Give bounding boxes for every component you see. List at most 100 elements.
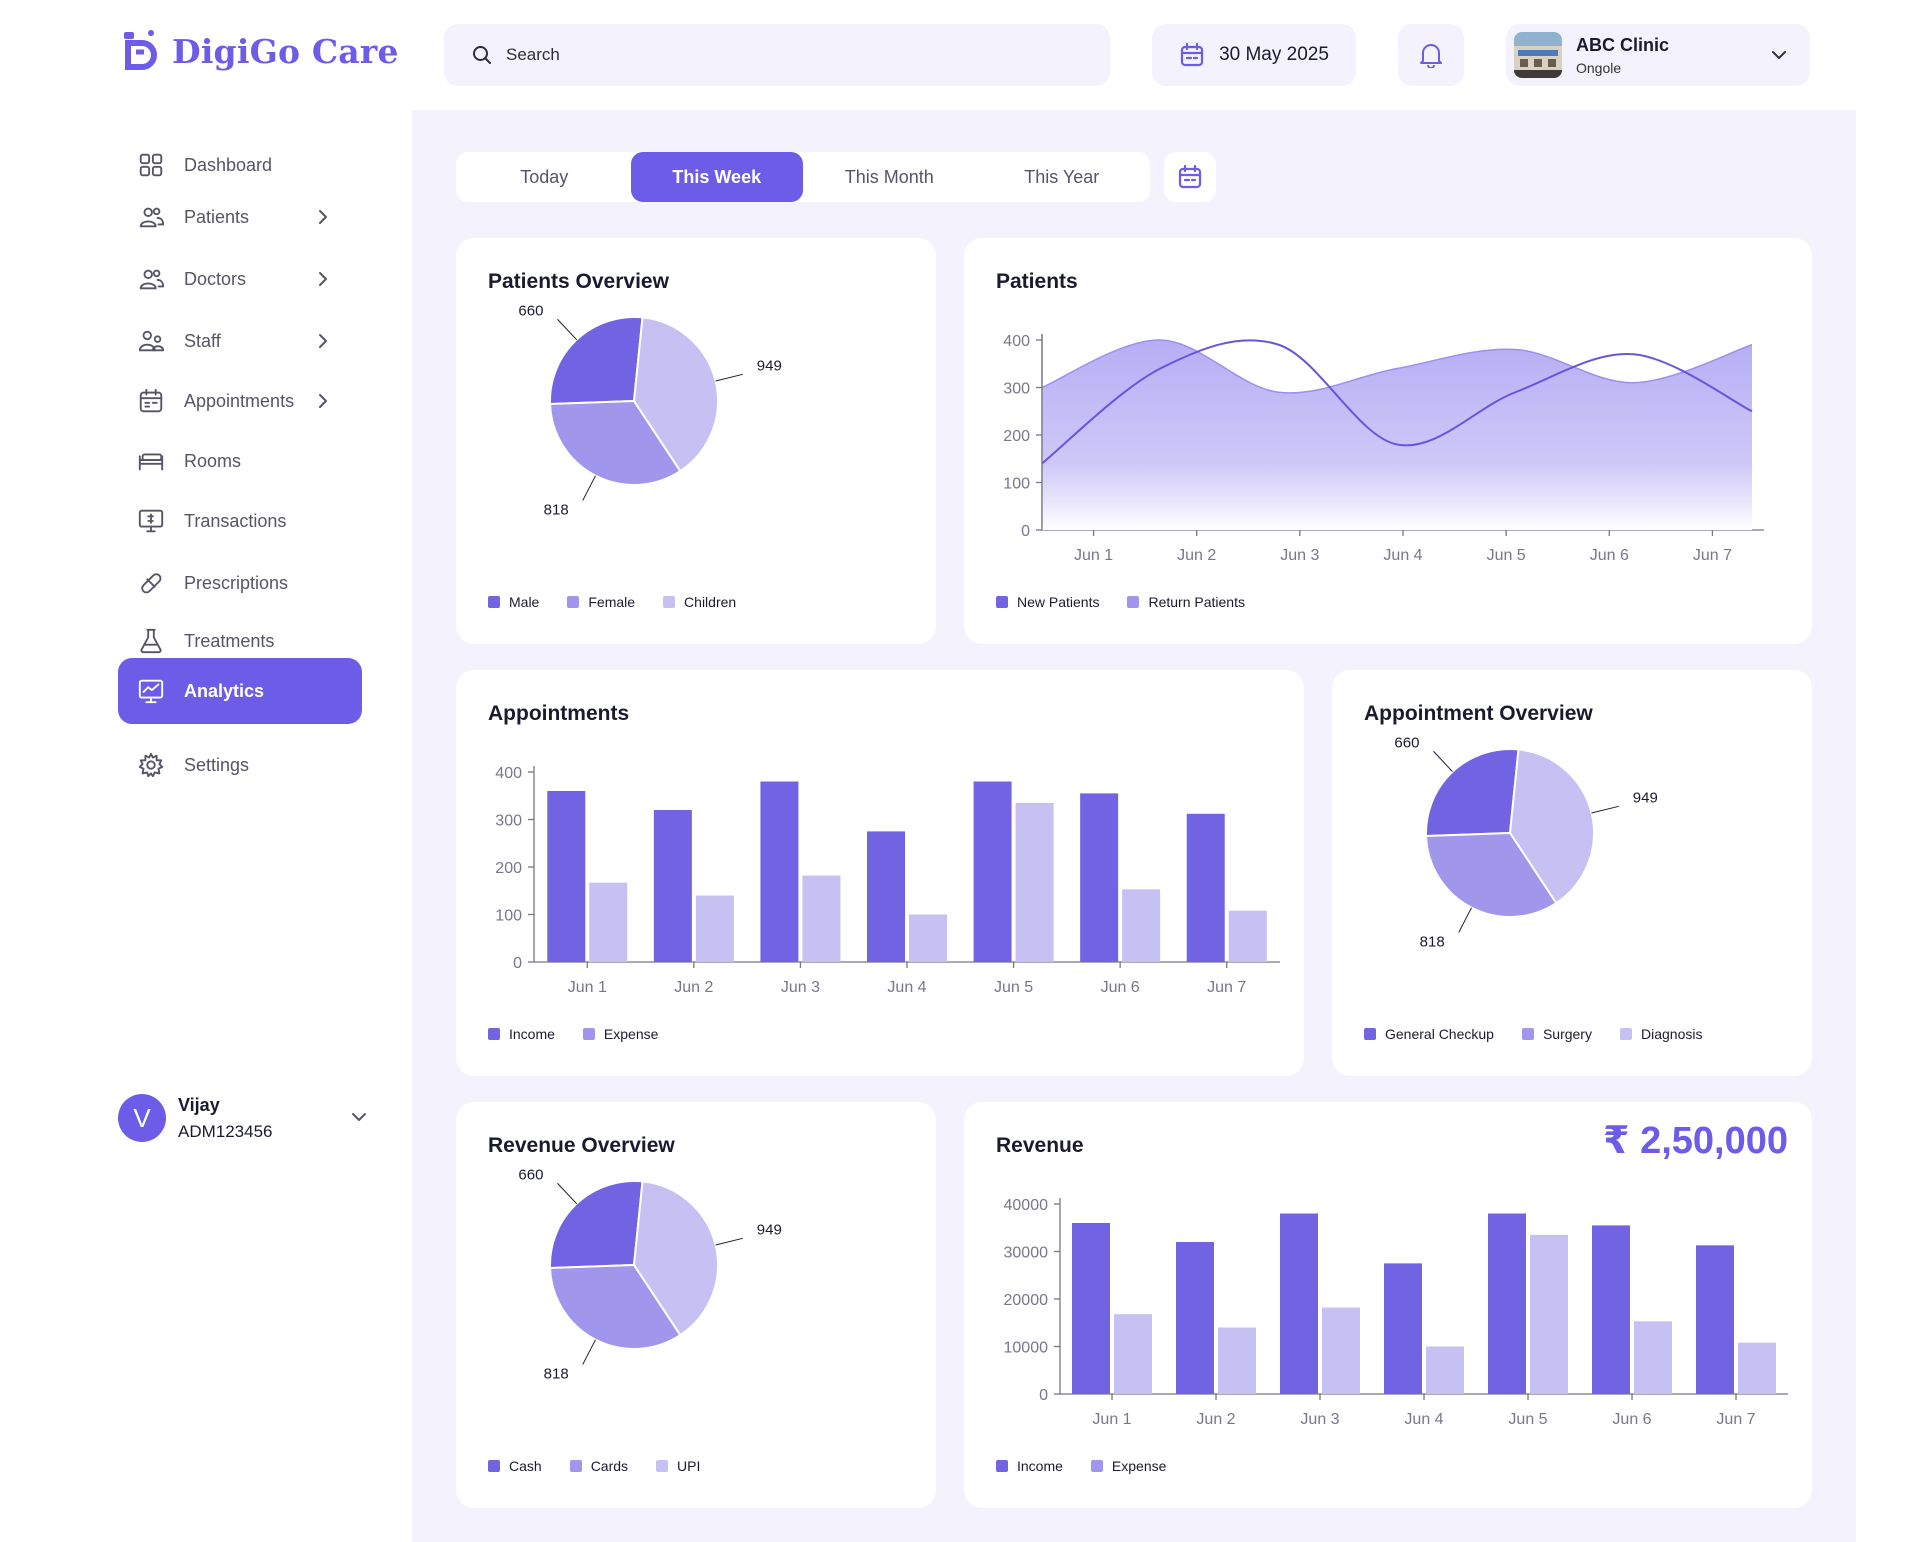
custom-range-button[interactable] — [1164, 152, 1216, 202]
notifications-button[interactable] — [1398, 24, 1464, 86]
avatar: V — [118, 1094, 166, 1142]
bar-income-jun-6[interactable] — [1592, 1225, 1630, 1394]
tab-today[interactable]: Today — [520, 166, 569, 187]
tab-this-month[interactable]: This Month — [844, 166, 934, 187]
sidebar-item-appointments[interactable]: Appointments — [118, 368, 362, 434]
legend-item-upi: UPI — [656, 1458, 700, 1474]
x-tick-label: Jun 4 — [1383, 547, 1422, 564]
bar-expense-jun-4[interactable] — [909, 914, 947, 963]
legend-swatch — [582, 1028, 595, 1040]
bar-expense-jun-5[interactable] — [1015, 802, 1054, 962]
user-id: ADM123456 — [178, 1121, 273, 1141]
bar-income-jun-3[interactable] — [760, 781, 799, 963]
bar-income-jun-5[interactable] — [973, 781, 1012, 963]
pie-value-label: 660 — [518, 302, 543, 319]
sidebar-item-label: Settings — [184, 754, 250, 775]
search-input[interactable] — [506, 45, 1066, 65]
clinic-photo — [1514, 32, 1562, 78]
legend-item-new-patients: New Patients — [996, 594, 1099, 610]
bar-expense-jun-3[interactable] — [802, 875, 841, 962]
x-tick-label: Jun 4 — [1404, 1411, 1443, 1428]
bar-income-jun-3[interactable] — [1280, 1213, 1318, 1395]
sidebar-item-analytics[interactable]: Analytics — [118, 658, 362, 724]
chevron-right-icon[interactable] — [314, 392, 332, 410]
chart-legend: New Patients Return Patients — [996, 594, 1245, 610]
sidebar-item-label: Rooms — [184, 450, 242, 471]
legend-item-income: Income — [488, 1026, 555, 1042]
bar-expense-jun-6[interactable] — [1122, 889, 1161, 962]
pie-slice-cash[interactable] — [549, 1180, 644, 1270]
bar-expense-jun-1[interactable] — [1114, 1314, 1152, 1394]
sidebar-item-patients[interactable]: Patients — [118, 184, 362, 250]
x-tick-label: Jun 7 — [1716, 1411, 1755, 1428]
sidebar-item-label: Treatments — [184, 630, 275, 651]
bar-expense-jun-1[interactable] — [589, 882, 628, 962]
tab-this-week[interactable]: This Week — [630, 152, 803, 202]
chevron-right-icon[interactable] — [314, 332, 332, 350]
tab-this-year[interactable]: This Year — [1024, 166, 1100, 187]
chart-legend: Male Female Children — [488, 594, 736, 610]
sidebar-item-settings[interactable]: Settings — [118, 732, 362, 798]
bar-income-jun-4[interactable] — [1384, 1263, 1422, 1394]
patients-card: Patients 0 100 200 300 400 Jun 1 Jun 2 Jun 3 Jun… — [964, 238, 1812, 644]
bar-expense-jun-3[interactable] — [1322, 1307, 1360, 1394]
clinic-selector[interactable]: ABC Clinic Ongole — [1506, 24, 1810, 86]
sidebar-item-label: Staff — [184, 330, 221, 351]
sidebar-item-label: Doctors — [184, 268, 247, 289]
sidebar-item-transactions[interactable]: Transactions — [118, 488, 362, 554]
bar-income-jun-6[interactable] — [1080, 793, 1119, 962]
card-title: Patients — [996, 270, 1078, 293]
pie-value-label: 660 — [518, 1166, 543, 1183]
legend-item-income: Income — [996, 1458, 1063, 1474]
user-profile[interactable]: V Vijay ADM123456 — [118, 1088, 378, 1148]
bar-expense-jun-6[interactable] — [1634, 1321, 1672, 1394]
bar-income-jun-2[interactable] — [1176, 1242, 1214, 1394]
patients-overview-pie: 660 949 818 — [518, 302, 781, 518]
app-logo[interactable]: DigiGo Care — [122, 30, 399, 72]
x-tick-label: Jun 3 — [781, 979, 820, 996]
legend-label: Diagnosis — [1640, 1026, 1703, 1042]
sidebar-item-treatments[interactable]: Treatments — [118, 608, 362, 674]
bar-income-jun-7[interactable] — [1696, 1245, 1734, 1394]
bar-income-jun-4[interactable] — [867, 831, 905, 962]
bar-expense-jun-2[interactable] — [1218, 1327, 1256, 1395]
pill-icon — [136, 568, 166, 598]
sidebar-item-dashboard[interactable]: Dashboard — [118, 132, 362, 198]
sidebar-item-rooms[interactable]: Rooms — [118, 428, 362, 494]
search-bar[interactable] — [444, 24, 1110, 86]
bar-expense-jun-5[interactable] — [1530, 1234, 1568, 1394]
bar-income-jun-7[interactable] — [1186, 813, 1225, 962]
bar-income-jun-1[interactable] — [1072, 1223, 1110, 1394]
pie-slice-general-checkup[interactable] — [1425, 748, 1520, 838]
pie-leader-line — [557, 318, 577, 341]
card-title: Revenue Overview — [488, 1134, 675, 1157]
bar-income-jun-2[interactable] — [653, 810, 692, 962]
date-picker[interactable]: 30 May 2025 — [1152, 24, 1356, 86]
appointment-overview-card: Appointment Overview 660 949 818 General C… — [1332, 670, 1812, 1076]
chevron-down-icon[interactable] — [350, 1108, 368, 1126]
bar-income-jun-5[interactable] — [1488, 1213, 1526, 1395]
pie-leader-line — [715, 1237, 743, 1246]
bar-expense-jun-4[interactable] — [1426, 1346, 1464, 1395]
chevron-right-icon[interactable] — [314, 270, 332, 288]
pie-slice-male[interactable] — [549, 316, 644, 406]
grid-icon — [136, 150, 166, 180]
sidebar-item-doctors[interactable]: Doctors — [118, 246, 362, 312]
x-tick-label: Jun 1 — [1092, 1411, 1131, 1428]
pie-leader-line — [715, 373, 743, 382]
bar-expense-jun-7[interactable] — [1228, 910, 1267, 962]
bar-expense-jun-2[interactable] — [695, 895, 734, 963]
y-tick-label: 0 — [1039, 1387, 1048, 1404]
bar-expense-jun-7[interactable] — [1738, 1342, 1776, 1394]
y-tick-label: 300 — [495, 813, 522, 830]
chevron-down-icon[interactable] — [1770, 46, 1788, 64]
chevron-right-icon[interactable] — [314, 208, 332, 226]
legend-item-general-checkup: General Checkup — [1364, 1026, 1494, 1042]
revenue-overview-pie: 660 949 818 — [518, 1166, 781, 1382]
line-return-patients — [1041, 339, 1753, 394]
legend-item-expense: Expense — [1090, 1458, 1166, 1474]
sidebar-item-prescriptions[interactable]: Prescriptions — [118, 550, 362, 616]
bar-income-jun-1[interactable] — [547, 791, 586, 962]
y-tick-label: 200 — [1003, 428, 1030, 445]
sidebar-item-staff[interactable]: Staff — [118, 308, 362, 374]
